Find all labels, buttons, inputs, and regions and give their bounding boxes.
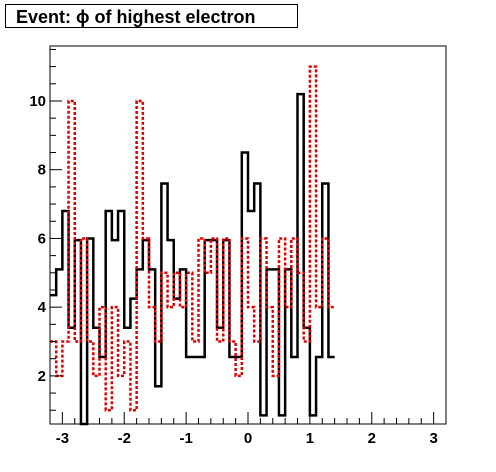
- x-tick-label: 2: [368, 430, 376, 447]
- y-tick-label: 4: [38, 299, 47, 316]
- x-tick-label: 0: [244, 430, 252, 447]
- y-tick-label: 8: [38, 162, 46, 179]
- x-tick-label: -3: [56, 430, 69, 447]
- y-tick-label: 6: [38, 230, 46, 247]
- chart-title-box: Event: ϕ of highest electron: [5, 4, 298, 28]
- y-tick-label: 2: [38, 368, 46, 385]
- axis-layer: -3 -2 -1 0 1 2 3 2 4 6 8 10: [29, 48, 447, 447]
- x-tick-label: -1: [179, 430, 192, 447]
- x-tick-label: 3: [429, 430, 437, 447]
- x-tick-label: 1: [306, 430, 314, 447]
- y-tick-label: 10: [29, 93, 46, 110]
- chart-title: Event: ϕ of highest electron: [16, 7, 256, 27]
- plot-frame: [49, 45, 447, 425]
- series-layer: [50, 65, 335, 426]
- x-tick-label: -2: [118, 430, 131, 447]
- series-0-step-line: [50, 92, 335, 426]
- series-1-step-line: [50, 65, 335, 412]
- plot-area-border: [49, 45, 447, 425]
